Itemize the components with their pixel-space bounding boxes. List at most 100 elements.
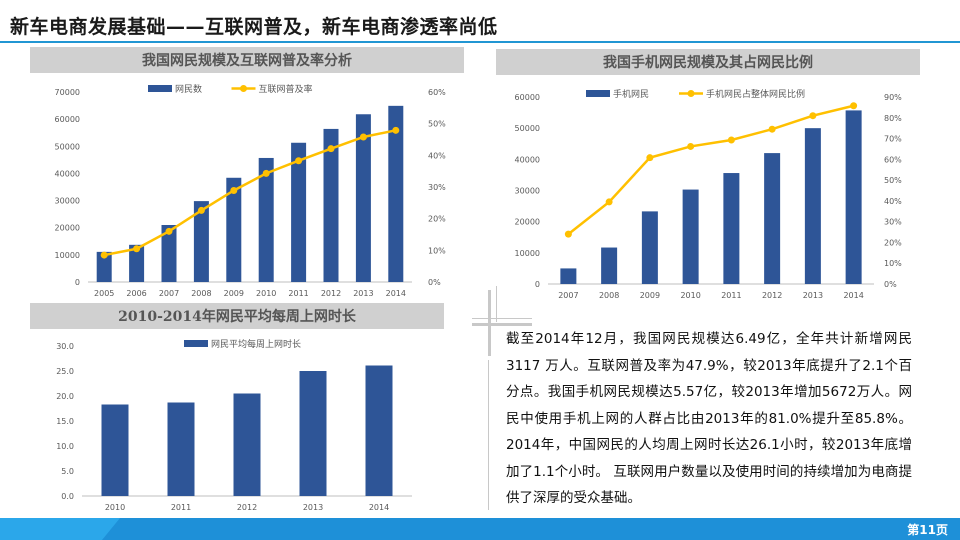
bar	[764, 153, 781, 284]
chart3-title: 2010-2014年网民平均每周上网时长	[118, 309, 356, 325]
y-tick-label: 10.0	[56, 442, 74, 451]
bar	[291, 142, 307, 282]
bar	[682, 189, 699, 284]
bar	[323, 128, 339, 282]
x-tick-label: 2010	[105, 503, 125, 512]
x-tick-label: 2009	[640, 291, 660, 300]
x-tick-label: 2008	[191, 289, 211, 298]
bar	[167, 402, 195, 496]
page-number: 第11页	[907, 523, 948, 537]
line-point	[564, 230, 572, 238]
y-tick-label: 30000	[515, 187, 540, 196]
line-point	[197, 206, 205, 214]
bar	[355, 114, 371, 282]
y-tick-label: 0.0	[61, 492, 74, 501]
y-tick-label: 0	[535, 280, 540, 289]
y-tick-label: 20000	[515, 218, 540, 227]
series-line	[103, 129, 397, 257]
legend-swatch-bar	[586, 90, 610, 97]
line-point	[392, 126, 400, 134]
line-point	[295, 157, 303, 165]
y2-tick-label: 80%	[884, 114, 902, 123]
bar	[233, 393, 261, 496]
y-tick-label: 0	[75, 278, 80, 287]
x-tick-label: 2011	[721, 291, 741, 300]
title-divider	[0, 41, 960, 43]
y2-tick-label: 70%	[884, 135, 902, 144]
y2-tick-label: 0%	[428, 278, 441, 287]
x-tick-label: 2011	[288, 289, 308, 298]
legend-label: 手机网民	[613, 88, 649, 100]
y2-tick-label: 10%	[884, 259, 902, 268]
line-point	[230, 186, 238, 194]
x-tick-label: 2012	[321, 289, 341, 298]
line-point	[605, 198, 613, 206]
y2-tick-label: 20%	[884, 238, 902, 247]
y2-tick-label: 10%	[428, 246, 446, 255]
y-tick-label: 50000	[515, 124, 540, 133]
bar	[804, 128, 821, 284]
bar	[96, 251, 112, 282]
x-tick-label: 2010	[256, 289, 276, 298]
y2-tick-label: 0%	[884, 280, 897, 289]
y-tick-label: 20.0	[56, 392, 74, 401]
x-tick-label: 2013	[353, 289, 373, 298]
chart1-header: 我国网民规模及互联网普及率分析	[30, 47, 464, 73]
line-point	[727, 136, 735, 144]
y-tick-label: 15.0	[56, 417, 74, 426]
legend-marker	[240, 85, 247, 92]
x-tick-label: 2011	[171, 503, 191, 512]
footer-accent	[0, 518, 120, 540]
chart1-title: 我国网民规模及互联网普及率分析	[142, 53, 352, 69]
chart2-mobile-users: 0 10000 20000 30000 40000 50000 60000 0% 10% 20% 3…	[515, 88, 903, 300]
bar	[299, 371, 327, 496]
y2-tick-label: 90%	[884, 93, 902, 102]
crosshair-decoration	[496, 286, 497, 322]
y-tick-label: 60000	[515, 93, 540, 102]
chart1-internet-users: 0 10000 20000 30000 40000 50000 60000 70000 0% 10…	[55, 83, 447, 298]
y-tick-label: 30.0	[56, 342, 74, 351]
bar	[226, 177, 242, 282]
slide-title: 新车电商发展基础——互联网普及，新车电商渗透率尚低	[10, 16, 498, 38]
x-tick-label: 2009	[224, 289, 244, 298]
bar	[560, 268, 577, 284]
y-tick-label: 40000	[515, 155, 540, 164]
y-tick-label: 5.0	[61, 467, 74, 476]
line-point	[768, 125, 776, 133]
series-line	[567, 104, 854, 236]
line-point	[687, 142, 695, 150]
y-tick-label: 40000	[55, 169, 80, 178]
y-tick-label: 60000	[55, 115, 80, 124]
y2-tick-label: 30%	[428, 183, 446, 192]
legend-label: 手机网民占整体网民比例	[706, 88, 805, 100]
x-tick-label: 2007	[558, 291, 578, 300]
y2-tick-label: 50%	[884, 176, 902, 185]
footer-bar	[0, 518, 960, 540]
x-tick-label: 2008	[599, 291, 619, 300]
x-tick-label: 2014	[843, 291, 863, 300]
x-tick-label: 2010	[680, 291, 700, 300]
line-point	[359, 133, 367, 141]
crosshair-decoration	[472, 323, 532, 326]
x-tick-label: 2013	[303, 503, 323, 512]
bar	[193, 201, 209, 282]
chart2-header: 我国手机网民规模及其占网民比例	[496, 49, 920, 75]
bar	[601, 247, 618, 284]
y-tick-label: 50000	[55, 142, 80, 151]
legend-label: 网民数	[175, 83, 202, 95]
bar	[101, 404, 129, 496]
line-point	[646, 154, 654, 162]
y-tick-label: 20000	[55, 224, 80, 233]
bar	[161, 225, 177, 282]
bar	[258, 157, 274, 282]
summary-paragraph: 截至2014年12月，我国网民规模达6.49亿，全年共计新增网民3117 万人。…	[506, 331, 912, 506]
legend-label: 网民平均每周上网时长	[211, 338, 301, 350]
crosshair-decoration	[488, 360, 489, 510]
y-tick-label: 10000	[55, 251, 80, 260]
bar	[388, 105, 404, 282]
y2-tick-label: 60%	[884, 155, 902, 164]
x-tick-label: 2012	[762, 291, 782, 300]
legend-swatch-bar	[184, 340, 208, 347]
y2-tick-label: 50%	[428, 120, 446, 129]
legend-label: 互联网普及率	[259, 83, 313, 95]
